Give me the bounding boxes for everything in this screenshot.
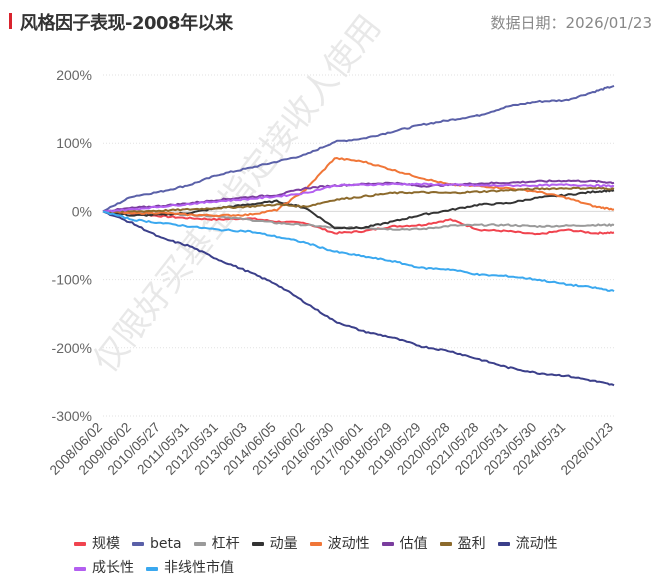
legend-label: 盈利 [457, 535, 486, 552]
data-date: 数据日期：2026/01/23 [490, 14, 652, 32]
series-line-波动性 [102, 157, 615, 218]
legend-swatch-icon [74, 566, 86, 571]
legend-item[interactable]: 盈利 [439, 533, 486, 556]
series-line-beta [102, 84, 615, 213]
legend-label: 动量 [269, 535, 298, 552]
y-tick-label: -100% [52, 272, 92, 288]
y-tick-label: -300% [52, 408, 92, 424]
y-tick-label: 200% [56, 67, 92, 83]
legend-item[interactable]: 波动性 [309, 533, 370, 556]
legend-swatch-icon [132, 542, 144, 546]
legend-swatch-icon [251, 542, 264, 546]
series-line-成长性 [102, 182, 615, 213]
legend-item[interactable]: 非线性市值 [146, 557, 234, 580]
series-line-流动性 [102, 210, 615, 387]
legend-label: 波动性 [327, 535, 370, 552]
legend-swatch-icon [146, 566, 158, 571]
legend-swatch-icon [74, 542, 86, 546]
legend-label: 规模 [92, 535, 120, 552]
legend-item[interactable]: 规模 [74, 533, 120, 556]
legend-item[interactable]: 流动性 [497, 533, 558, 556]
legend-swatch-icon [309, 542, 322, 546]
legend-swatch-icon [439, 542, 452, 546]
legend-item[interactable]: 成长性 [74, 557, 134, 580]
series-line-动量 [102, 189, 615, 230]
legend-label: 估值 [399, 535, 428, 552]
legend-swatch-icon [497, 542, 510, 546]
legend-swatch-icon [193, 542, 206, 546]
title-accent-bar [9, 13, 12, 29]
legend: 规模 beta 杠杆 动量 波动性 估值 盈利 流动性成长性 非线性市值 [74, 531, 644, 580]
legend-swatch-icon [381, 542, 394, 546]
y-tick-label: -200% [52, 340, 92, 356]
legend-label: beta [150, 535, 182, 552]
legend-label: 杠杆 [211, 535, 240, 552]
y-tick-label: 100% [56, 135, 92, 151]
legend-item[interactable]: 动量 [251, 533, 298, 556]
legend-label: 流动性 [515, 535, 558, 552]
chart-title: 风格因子表现-2008年以来 [20, 13, 233, 34]
legend-label: 非线性市值 [164, 560, 234, 576]
legend-label: 成长性 [92, 560, 134, 576]
legend-item[interactable]: 估值 [381, 533, 428, 556]
series-line-非线性市值 [102, 210, 615, 293]
series-line-规模 [102, 210, 615, 236]
legend-item[interactable]: 杠杆 [193, 533, 240, 556]
y-tick-label: 0% [72, 203, 92, 219]
legend-item[interactable]: beta [132, 533, 182, 556]
series-line-盈利 [103, 186, 615, 213]
